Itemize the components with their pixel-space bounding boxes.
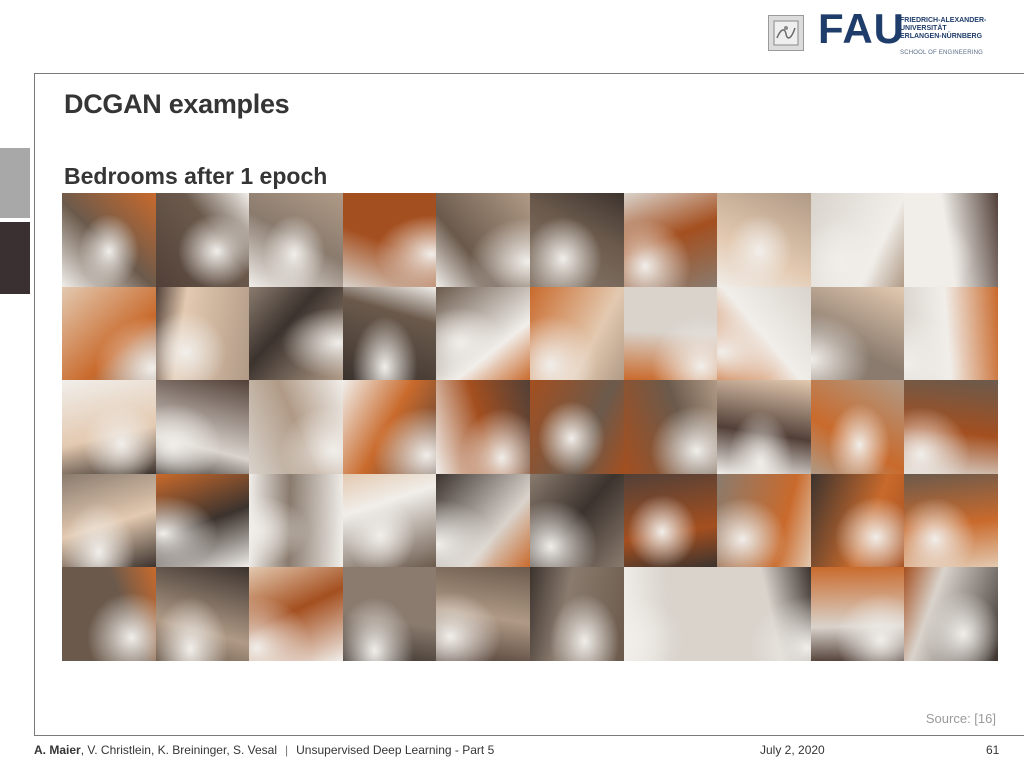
bedroom-sample-image — [529, 473, 624, 568]
bedroom-sample-image — [155, 193, 250, 287]
bedroom-sample-image — [249, 380, 343, 474]
bedroom-sample-image — [436, 567, 530, 661]
bedroom-sample-grid — [62, 193, 998, 661]
bedroom-sample-image — [529, 380, 624, 474]
bedroom-sample-image — [717, 567, 811, 661]
bedroom-sample-image — [342, 286, 437, 381]
bedroom-sample-image — [249, 286, 343, 381]
bedroom-sample-image — [342, 193, 437, 287]
footer-coauthors: , V. Christlein, K. Breininger, S. Vesal — [80, 743, 278, 757]
slide-frame-bottom — [34, 735, 1024, 736]
bedroom-sample-image — [62, 473, 156, 568]
side-tab-dark — [0, 222, 30, 294]
footer-lecture-title: Unsupervised Deep Learning - Part 5 — [296, 743, 495, 757]
bedroom-sample-image — [810, 473, 905, 568]
bedroom-sample-image — [62, 193, 156, 287]
bedroom-sample-image — [717, 286, 811, 381]
bedroom-sample-image — [623, 286, 718, 381]
bedroom-sample-image — [249, 473, 343, 568]
university-name: FRIEDRICH-ALEXANDER- UNIVERSITÄT ERLANGE… — [900, 17, 987, 40]
bedroom-sample-image — [623, 193, 718, 287]
bedroom-sample-image — [155, 473, 250, 568]
bedroom-sample-image — [904, 567, 998, 661]
bedroom-sample-image — [436, 473, 530, 568]
bedroom-sample-image — [623, 473, 718, 568]
footer-date: July 2, 2020 — [760, 743, 825, 757]
footer-main-author: A. Maier — [34, 743, 81, 757]
side-tab-light — [0, 148, 30, 218]
bedroom-sample-image — [342, 380, 437, 474]
bedroom-sample-image — [623, 380, 718, 474]
bedroom-sample-image — [810, 567, 905, 661]
bedroom-sample-image — [342, 473, 437, 568]
slide-subtitle: Bedrooms after 1 epoch — [64, 163, 328, 189]
bedroom-sample-image — [62, 567, 156, 661]
bedroom-sample-image — [155, 380, 250, 474]
school-name: SCHOOL OF ENGINEERING — [900, 50, 983, 56]
bedroom-sample-image — [155, 567, 250, 661]
bedroom-sample-image — [717, 193, 811, 287]
bedroom-sample-image — [436, 193, 530, 287]
bedroom-sample-image — [529, 286, 624, 381]
page-number: 61 — [986, 743, 1000, 757]
bedroom-sample-image — [529, 193, 624, 287]
footer-separator: | — [285, 743, 289, 757]
source-citation: Source: [16] — [925, 711, 996, 726]
bedroom-sample-image — [62, 286, 156, 381]
fau-logo-wordmark: FAU — [818, 5, 905, 52]
bedroom-sample-image — [155, 286, 250, 381]
bedroom-sample-image — [810, 380, 905, 474]
bedroom-sample-image — [904, 380, 998, 474]
bedroom-sample-image — [623, 567, 718, 661]
slide-title: DCGAN examples — [64, 89, 290, 119]
bedroom-sample-image — [904, 286, 998, 381]
bedroom-sample-image — [717, 380, 811, 474]
bedroom-sample-image — [810, 286, 905, 381]
bedroom-sample-image — [62, 380, 156, 474]
bedroom-sample-image — [810, 193, 905, 287]
slide-frame-left — [34, 73, 35, 735]
slide-frame-top — [34, 73, 1024, 74]
bedroom-sample-image — [904, 193, 998, 287]
footer-authors: A. Maier, V. Christlein, K. Breininger, … — [34, 743, 494, 757]
bedroom-sample-image — [249, 567, 343, 661]
bedroom-sample-image — [436, 380, 530, 474]
bedroom-sample-image — [249, 193, 343, 287]
bedroom-sample-image — [342, 567, 437, 661]
bedroom-sample-image — [904, 473, 998, 568]
bedroom-sample-image — [717, 473, 811, 568]
seal-logo-icon — [768, 15, 804, 51]
bedroom-sample-image — [529, 567, 624, 661]
bedroom-sample-image — [436, 286, 530, 381]
